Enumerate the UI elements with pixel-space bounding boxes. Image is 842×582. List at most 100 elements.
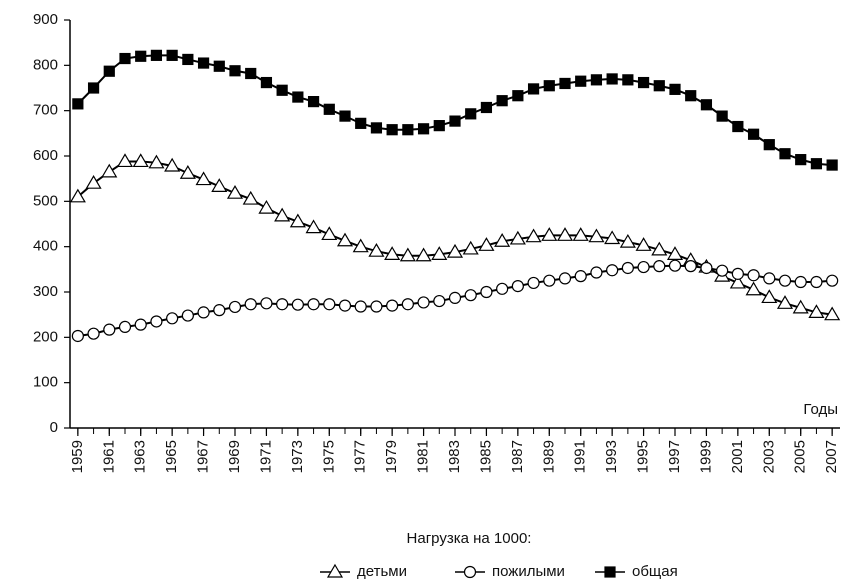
data-point — [462, 240, 479, 255]
data-point — [792, 299, 809, 314]
data-point — [527, 83, 540, 95]
data-point — [101, 163, 118, 178]
data-point — [606, 264, 619, 277]
data-point — [527, 276, 540, 290]
x-tick-label: 1973 — [289, 440, 306, 473]
data-point — [274, 207, 291, 222]
data-point — [509, 230, 526, 245]
x-tick-label: 1987 — [509, 440, 526, 473]
data-point — [134, 318, 147, 331]
data-point — [368, 243, 385, 257]
data-point — [826, 274, 839, 287]
data-point — [386, 299, 399, 312]
data-point — [197, 57, 210, 69]
data-point — [606, 73, 618, 85]
data-point — [132, 153, 149, 168]
data-point — [575, 75, 587, 87]
legend-marker — [463, 565, 477, 579]
data-point — [496, 282, 509, 295]
x-tick-label: 1965 — [163, 440, 180, 473]
data-point — [305, 219, 322, 234]
data-point — [150, 49, 163, 61]
data-point — [336, 232, 354, 247]
data-point — [795, 154, 807, 166]
y-tick-label: 700 — [33, 102, 58, 119]
y-tick-label: 300 — [33, 283, 58, 300]
data-point — [590, 266, 603, 279]
data-point — [323, 298, 336, 311]
data-point — [197, 306, 210, 319]
data-point — [637, 260, 650, 274]
y-tick-label: 400 — [33, 238, 58, 255]
data-point — [338, 299, 352, 312]
legend-title: Нагрузка на 1000: — [407, 530, 532, 547]
data-point — [213, 60, 225, 72]
data-point — [574, 270, 587, 283]
data-point — [761, 289, 778, 304]
data-point — [778, 274, 792, 287]
data-point — [352, 238, 369, 253]
data-point — [700, 261, 713, 275]
x-tick-label: 1995 — [635, 440, 652, 473]
data-point — [135, 50, 147, 62]
data-point — [729, 274, 746, 289]
data-point — [166, 49, 178, 61]
data-point — [244, 298, 257, 311]
data-point — [494, 233, 511, 247]
x-tick-label: 2001 — [729, 440, 746, 473]
data-point — [399, 247, 416, 262]
data-point — [776, 295, 794, 309]
x-tick-label: 1979 — [383, 440, 400, 473]
y-tick-label: 100 — [33, 374, 58, 391]
data-point — [779, 148, 791, 160]
data-point — [621, 261, 634, 275]
data-point — [354, 300, 367, 313]
data-point — [355, 117, 367, 129]
data-point — [651, 241, 668, 256]
x-tick-label: 1967 — [195, 440, 212, 473]
data-point — [747, 128, 760, 140]
x-tick-label: 1975 — [320, 440, 337, 473]
data-point — [604, 230, 621, 245]
data-point — [321, 226, 338, 241]
x-tick-label: 1989 — [540, 440, 557, 473]
y-tick-label: 900 — [33, 11, 58, 28]
data-point — [245, 67, 257, 80]
data-point — [480, 285, 493, 299]
x-tick-label: 2003 — [760, 440, 777, 473]
data-point — [808, 304, 825, 318]
data-point — [292, 91, 304, 103]
data-point — [118, 320, 132, 334]
data-point — [635, 237, 652, 251]
data-point — [448, 291, 462, 304]
legend-marker — [326, 563, 344, 578]
data-point — [763, 272, 776, 285]
data-point — [684, 260, 697, 273]
data-point — [370, 300, 383, 313]
data-point — [794, 275, 807, 289]
x-tick-label: 1997 — [666, 440, 683, 473]
x-tick-label: 1977 — [352, 440, 369, 473]
x-tick-label: 2005 — [792, 440, 809, 473]
legend-label: общая — [632, 563, 678, 580]
legend-label: пожилыми — [492, 563, 565, 580]
data-point — [590, 74, 603, 86]
data-point — [87, 327, 100, 340]
series-line — [77, 54, 833, 167]
data-point — [150, 315, 163, 328]
data-point — [543, 80, 555, 92]
x-axis-label: Годы — [803, 401, 838, 418]
data-point — [417, 296, 430, 309]
x-tick-label: 1999 — [697, 440, 714, 473]
data-point — [307, 298, 320, 311]
y-tick-label: 800 — [33, 56, 58, 73]
data-point — [653, 260, 666, 273]
data-point — [558, 272, 572, 285]
data-point — [622, 74, 634, 86]
data-point — [496, 95, 508, 107]
data-point — [745, 281, 762, 296]
x-tick-label: 1971 — [257, 440, 274, 473]
data-point — [525, 228, 542, 243]
data-point — [339, 110, 351, 122]
data-point — [226, 184, 244, 199]
